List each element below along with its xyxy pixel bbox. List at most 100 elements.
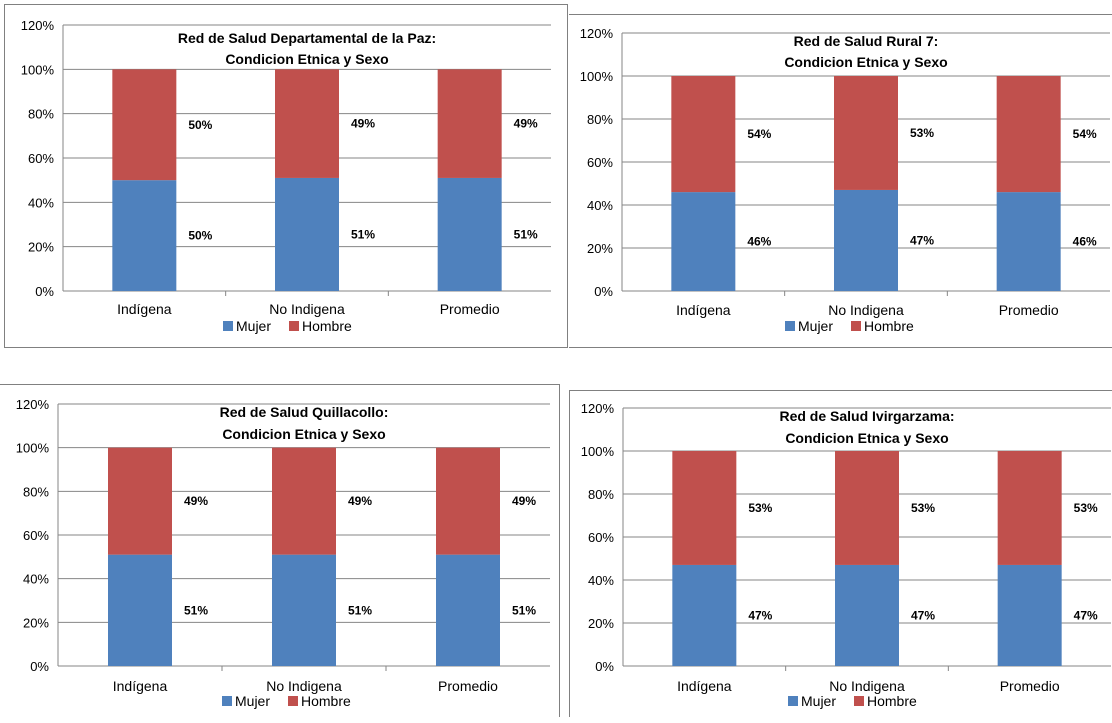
chart-title: Condicion Etnica y Sexo	[785, 430, 948, 446]
y-tick-label: 40%	[23, 572, 49, 587]
chart-title: Red de Salud Departamental de la Paz:	[178, 30, 436, 46]
category-label: Promedio	[999, 302, 1059, 318]
legend-label-mujer: Mujer	[236, 318, 271, 334]
y-tick-label: 40%	[588, 573, 614, 588]
bar-hombre	[996, 76, 1061, 193]
y-tick-label: 120%	[580, 26, 614, 41]
data-label-hombre: 53%	[1074, 501, 1098, 515]
bar-hombre	[436, 447, 500, 555]
bar-hombre	[272, 447, 336, 555]
data-label-mujer: 51%	[514, 227, 538, 241]
bar-mujer	[275, 177, 339, 291]
legend-swatch-hombre	[854, 696, 864, 706]
y-tick-label: 0%	[30, 659, 49, 674]
data-label-mujer: 51%	[351, 227, 375, 241]
bar-hombre	[437, 69, 502, 178]
y-tick-label: 100%	[581, 444, 615, 459]
data-label-mujer: 51%	[184, 603, 208, 617]
plot-group: 0% 20% 40% 60% 80% 100% 120% 50% 50% Indígena 51% 4…	[21, 18, 551, 334]
legend-swatch-mujer	[788, 696, 798, 706]
category-label: Indígena	[676, 302, 731, 318]
y-tick-label: 80%	[588, 487, 614, 502]
y-tick-label: 20%	[23, 615, 49, 630]
bar-hombre	[108, 447, 172, 555]
bar-hombre	[671, 76, 736, 193]
chart-title: Condicion Etnica y Sexo	[784, 54, 947, 70]
bar-mujer	[672, 564, 737, 666]
plot-group: 0% 20% 40% 60% 80% 100% 120% 51% 49% Indígena 51% 4…	[16, 397, 550, 709]
legend-swatch-mujer	[785, 321, 795, 331]
chart-title: Red de Salud Rural 7:	[794, 33, 939, 49]
y-tick-label: 0%	[35, 284, 54, 299]
y-tick-label: 60%	[588, 530, 614, 545]
data-label-mujer: 50%	[188, 229, 212, 243]
data-label-hombre: 53%	[748, 501, 772, 515]
data-label-mujer: 47%	[748, 608, 772, 622]
category-label: No Indigena	[828, 302, 904, 318]
data-label-mujer: 51%	[348, 603, 372, 617]
legend-label-mujer: Mujer	[235, 693, 270, 709]
legend-label-hombre: Hombre	[301, 693, 351, 709]
category-label: Indígena	[117, 301, 172, 317]
data-label-hombre: 49%	[348, 494, 372, 508]
legend-swatch-hombre	[289, 321, 299, 331]
category-label: Promedio	[1000, 678, 1060, 694]
category-label: Indígena	[113, 678, 168, 694]
data-label-hombre: 54%	[747, 127, 771, 141]
chart-svg-quillacollo: 0% 20% 40% 60% 80% 100% 120% 51% 49% Indígena 51% 4…	[16, 397, 550, 709]
y-tick-label: 20%	[587, 241, 613, 256]
category-label: No Indigena	[269, 301, 345, 317]
y-tick-label: 80%	[28, 107, 54, 122]
data-label-mujer: 47%	[1074, 608, 1098, 622]
legend-label-hombre: Hombre	[867, 693, 917, 709]
bar-mujer	[112, 180, 177, 291]
y-tick-label: 80%	[23, 484, 49, 499]
data-label-mujer: 51%	[512, 603, 536, 617]
data-label-hombre: 49%	[512, 494, 536, 508]
legend-swatch-mujer	[222, 696, 232, 706]
chart-svg-ivirgarzama: 0% 20% 40% 60% 80% 100% 120% 47% 53% Indígena 47% 5…	[581, 401, 1111, 709]
chart-svg-la-paz: 0% 20% 40% 60% 80% 100% 120% 50% 50% Indígena 51% 4…	[21, 18, 551, 334]
bar-mujer	[108, 554, 172, 666]
data-label-mujer: 46%	[1073, 235, 1097, 249]
y-tick-label: 40%	[587, 198, 613, 213]
legend-label-mujer: Mujer	[801, 693, 836, 709]
bar-hombre	[834, 76, 898, 190]
bar-hombre	[672, 451, 737, 565]
y-tick-label: 100%	[21, 62, 55, 77]
y-tick-label: 0%	[595, 659, 614, 674]
y-tick-label: 60%	[587, 155, 613, 170]
bar-mujer	[997, 564, 1062, 666]
y-tick-label: 60%	[28, 151, 54, 166]
y-tick-label: 120%	[581, 401, 615, 416]
bar-mujer	[671, 192, 736, 291]
bar-hombre	[112, 69, 177, 181]
data-label-hombre: 50%	[188, 118, 212, 132]
plot-group: 0% 20% 40% 60% 80% 100% 120% 46% 54% Indígena 47% 5…	[580, 26, 1110, 334]
bar-hombre	[997, 451, 1062, 565]
y-tick-label: 120%	[21, 18, 55, 33]
data-label-hombre: 49%	[514, 117, 538, 131]
legend-label-hombre: Hombre	[302, 318, 352, 334]
plot-group: 0% 20% 40% 60% 80% 100% 120% 47% 53% Indígena 47% 5…	[581, 401, 1111, 709]
category-label: Promedio	[440, 301, 500, 317]
chart-panel-quillacollo: 0% 20% 40% 60% 80% 100% 120% 51% 49% Indígena 51% 4…	[0, 384, 560, 717]
chart-panel-rural-7: 0% 20% 40% 60% 80% 100% 120% 46% 54% Indígena 47% 5…	[569, 14, 1112, 348]
y-tick-label: 100%	[580, 69, 614, 84]
chart-panel-la-paz: 0% 20% 40% 60% 80% 100% 120% 50% 50% Indígena 51% 4…	[4, 4, 568, 348]
category-label: No Indigena	[829, 678, 905, 694]
bar-mujer	[272, 554, 336, 666]
legend-label-hombre: Hombre	[864, 318, 914, 334]
chart-svg-rural-7: 0% 20% 40% 60% 80% 100% 120% 46% 54% Indígena 47% 5…	[580, 26, 1110, 334]
category-label: Promedio	[438, 678, 498, 694]
y-tick-label: 60%	[23, 528, 49, 543]
y-tick-label: 20%	[588, 616, 614, 631]
legend-swatch-hombre	[851, 321, 861, 331]
chart-title: Condicion Etnica y Sexo	[222, 426, 385, 442]
chart-title: Condicion Etnica y Sexo	[225, 51, 388, 67]
bar-hombre	[835, 451, 899, 565]
data-label-hombre: 49%	[184, 494, 208, 508]
y-tick-label: 100%	[16, 441, 50, 456]
category-label: Indígena	[677, 678, 732, 694]
y-tick-label: 20%	[28, 240, 54, 255]
